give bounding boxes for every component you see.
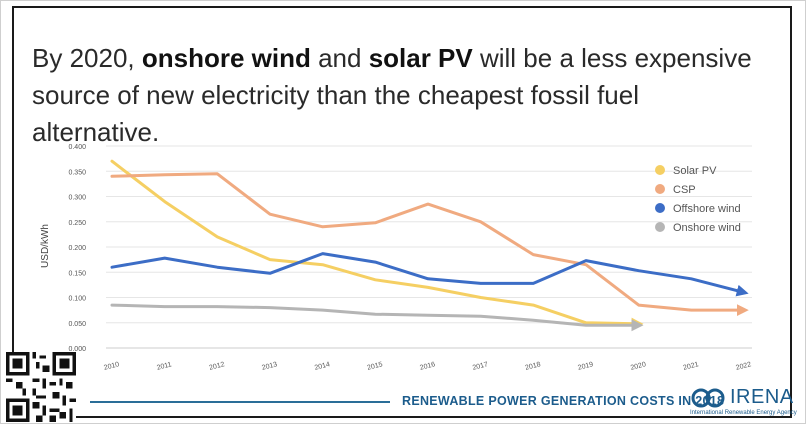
x-tick-label: 2014 (314, 361, 331, 372)
legend-marker (655, 203, 665, 213)
x-tick-label: 2021 (683, 361, 700, 372)
y-tick-label: 0.400 (68, 144, 86, 151)
headline-part-2: and (310, 43, 369, 73)
irena-logo-name: IRENA (730, 386, 794, 408)
legend-label: CSP (673, 184, 696, 196)
irena-logo: IRENA International Renewable Energy Age… (690, 386, 802, 422)
legend-label: Offshore wind (673, 203, 741, 215)
legend-label: Onshore wind (673, 222, 741, 234)
headline-part-3: will be a less expensive source of new e… (32, 43, 752, 147)
x-tick-label: 2010 (103, 361, 120, 372)
legend-marker (655, 165, 665, 175)
y-tick-label: 0.000 (68, 346, 86, 353)
x-tick-label: 2020 (630, 361, 647, 372)
x-tick-label: 2018 (525, 361, 542, 372)
x-tick-label: 2011 (156, 361, 172, 371)
series-line-solar-pv (110, 159, 644, 330)
irena-logo-subtitle: International Renewable Energy Agency (690, 410, 797, 416)
x-tick-label: 2013 (261, 361, 278, 372)
y-axis-label: USD/kWh (40, 224, 51, 268)
y-tick-label: 0.050 (68, 321, 86, 328)
y-tick-label: 0.200 (68, 245, 86, 252)
headline-part-1: By 2020, (32, 43, 142, 73)
legend-marker (655, 222, 665, 232)
x-tick-label: 2019 (577, 361, 594, 372)
y-tick-label: 0.250 (68, 220, 86, 227)
x-tick-label: 2015 (367, 361, 384, 372)
y-tick-label: 0.300 (68, 195, 86, 202)
x-tick-label: 2017 (472, 361, 489, 372)
y-tick-label: 0.150 (68, 270, 86, 277)
footer-report-title: RENEWABLE POWER GENERATION COSTS IN 2018 (402, 394, 725, 408)
legend-marker (655, 184, 665, 194)
qr-code-icon (6, 352, 76, 422)
footer-divider (90, 401, 390, 403)
x-tick-label: 2016 (419, 361, 436, 372)
y-tick-label: 0.350 (68, 169, 86, 176)
irena-emblem-icon (691, 388, 725, 408)
x-tick-label: 2022 (735, 361, 752, 372)
slide-headline: By 2020, onshore wind and solar PV will … (32, 40, 772, 151)
series-line-csp (110, 172, 749, 317)
y-tick-label: 0.100 (68, 296, 86, 303)
legend-label: Solar PV (673, 165, 717, 177)
x-tick-label: 2012 (209, 361, 226, 372)
headline-bold-onshore-wind: onshore wind (141, 43, 311, 73)
headline-bold-solar-pv: solar PV (368, 43, 473, 73)
